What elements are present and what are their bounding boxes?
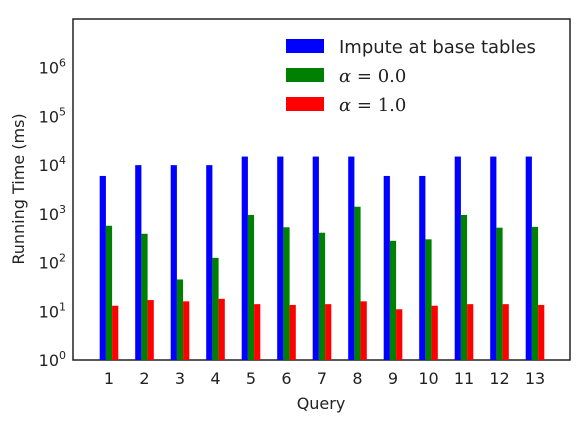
bar-series1-q7 <box>312 156 319 360</box>
x-tick-label: 11 <box>454 369 474 388</box>
y-tick-label: 106 <box>39 57 66 78</box>
legend-label-3: α = 1.0 <box>339 95 406 116</box>
bar-series1-q1 <box>99 175 106 360</box>
x-axis-label: Query <box>297 394 346 413</box>
bar-series2-q7 <box>318 232 326 360</box>
x-tick-label: 2 <box>139 369 149 388</box>
bar-series2-q13 <box>531 226 539 360</box>
bar-series1-q4 <box>206 165 213 360</box>
bar-series1-q12 <box>490 156 497 360</box>
bar-series3-q13 <box>538 304 545 360</box>
bar-series1-q13 <box>525 156 532 360</box>
x-tick-labels: 1 2 3 4 5 6 7 8 9 10 11 12 13 <box>104 369 545 388</box>
y-tick-label: 101 <box>39 300 66 321</box>
bar-series2-q6 <box>283 227 290 360</box>
y-axis-label: Running Time (ms) <box>9 113 28 264</box>
legend-swatch-2 <box>286 68 324 82</box>
y-tick-label: 105 <box>39 105 66 126</box>
bar-series2-q10 <box>425 239 432 360</box>
bar-series1-q5 <box>241 156 248 360</box>
y-tick-label: 100 <box>39 349 66 370</box>
y-tick-label: 102 <box>39 252 66 273</box>
bar-series3-q8 <box>360 301 367 360</box>
y-tick-labels: 100 101 102 103 104 105 106 <box>39 57 66 370</box>
bar-series2-q9 <box>389 240 397 360</box>
x-tick-label: 10 <box>418 369 438 388</box>
bar-series1-q11 <box>454 156 461 360</box>
bar-series2-q1 <box>105 225 113 360</box>
legend: Impute at base tables α = 0.0 α = 1.0 <box>286 37 536 116</box>
x-tick-label: 9 <box>388 369 398 388</box>
bar-series2-q3 <box>176 279 184 360</box>
bar-series1-q9 <box>383 175 390 360</box>
bar-series2-q12 <box>496 227 503 360</box>
y-tick-label: 104 <box>39 154 66 175</box>
bar-series2-q4 <box>212 257 219 360</box>
bar-series3-q5 <box>254 304 261 360</box>
bar-series1-q3 <box>170 165 177 360</box>
bar-series3-q12 <box>502 304 509 360</box>
x-tick-label: 8 <box>352 369 362 388</box>
bar-series2-q8 <box>354 206 361 360</box>
legend-swatch-1 <box>286 39 324 53</box>
bar-series3-q4 <box>218 298 225 360</box>
y-tick-label: 103 <box>39 203 66 224</box>
x-tick-label: 6 <box>281 369 291 388</box>
bar-series3-q7 <box>325 304 332 360</box>
x-tick-label: 5 <box>246 369 256 388</box>
x-tick-label: 13 <box>525 369 545 388</box>
bar-series2-q5 <box>247 214 255 360</box>
bar-series3-q10 <box>431 305 438 360</box>
legend-label-1: Impute at base tables <box>339 37 536 58</box>
bar-series3-q2 <box>147 300 154 360</box>
bar-series1-q2 <box>135 165 142 360</box>
x-tick-label: 3 <box>175 369 185 388</box>
bar-series1-q6 <box>277 156 284 360</box>
bar-series2-q2 <box>141 233 148 360</box>
x-tick-label: 7 <box>317 369 327 388</box>
bar-series3-q3 <box>183 301 190 360</box>
x-tick-label: 12 <box>489 369 509 388</box>
bar-series1-q10 <box>419 175 426 360</box>
bar-series2-q11 <box>460 214 468 360</box>
bar-series3-q11 <box>467 304 474 360</box>
bar-series1-q8 <box>348 156 355 360</box>
bar-series3-q1 <box>112 305 119 360</box>
x-tick-label: 1 <box>104 369 114 388</box>
legend-label-2: α = 0.0 <box>339 66 406 87</box>
bar-series3-q9 <box>396 309 403 360</box>
x-tick-label: 4 <box>210 369 220 388</box>
bar-series3-q6 <box>289 304 296 360</box>
legend-swatch-3 <box>286 97 324 111</box>
bars-group <box>99 156 545 360</box>
